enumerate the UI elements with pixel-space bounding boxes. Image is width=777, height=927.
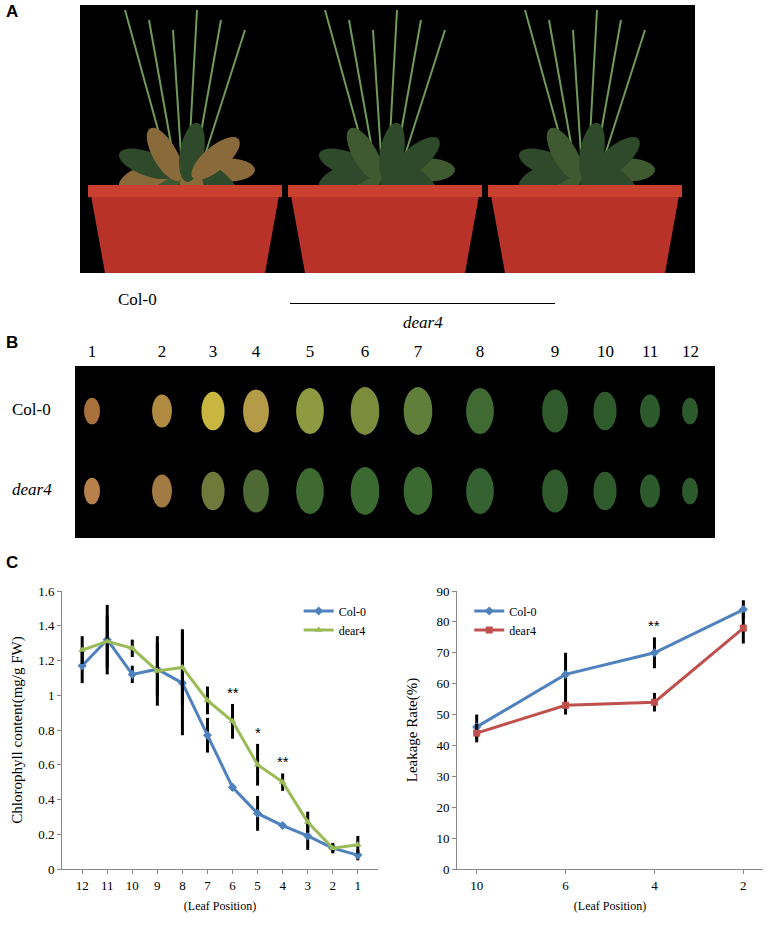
svg-text:3: 3 [304, 878, 311, 893]
svg-text:(Leaf Position): (Leaf Position) [184, 899, 256, 913]
svg-text:10: 10 [436, 831, 449, 846]
html-text:dear4: dear4 [12, 480, 52, 499]
svg-text:Leakage Rate(%): Leakage Rate(%) [404, 678, 421, 783]
html-text:5: 5 [305, 342, 315, 361]
svg-text:20: 20 [436, 800, 449, 815]
svg-text:50: 50 [436, 707, 449, 722]
html-text:6: 6 [360, 342, 370, 361]
svg-text:4: 4 [279, 878, 286, 893]
svg-text:**: ** [277, 753, 289, 770]
html-text:A: A [6, 2, 19, 21]
svg-text:10: 10 [470, 878, 483, 893]
html-text:4: 4 [251, 342, 261, 361]
svg-text:80: 80 [436, 614, 449, 629]
svg-text:9: 9 [154, 878, 161, 893]
svg-text:2: 2 [740, 878, 747, 893]
svg-text:Chlorophyll content(mg/g FW): Chlorophyll content(mg/g FW) [9, 636, 26, 823]
svg-text:0: 0 [443, 862, 450, 877]
svg-text:7: 7 [204, 878, 211, 893]
svg-text:*: * [255, 724, 261, 741]
html-text:9: 9 [550, 342, 560, 361]
svg-text:2: 2 [330, 878, 337, 893]
html-text:10: 10 [597, 342, 614, 361]
svg-text:0.4: 0.4 [38, 792, 55, 807]
svg-text:12: 12 [76, 878, 89, 893]
svg-text:dear4: dear4 [509, 624, 536, 638]
svg-text:**: ** [227, 684, 239, 701]
svg-text:0.6: 0.6 [38, 757, 55, 772]
svg-text:70: 70 [436, 645, 449, 660]
svg-text:0.2: 0.2 [38, 827, 54, 842]
svg-text:1: 1 [355, 878, 362, 893]
html-text:8: 8 [475, 342, 485, 361]
svg-text:6: 6 [229, 878, 236, 893]
svg-text:8: 8 [179, 878, 186, 893]
svg-text:10: 10 [126, 878, 139, 893]
svg-text:dear4: dear4 [339, 624, 366, 638]
svg-text:(Leaf Position): (Leaf Position) [574, 899, 646, 913]
html-text:dear4: dear4 [403, 313, 443, 332]
html-text:1: 1 [87, 342, 97, 361]
html-text:C: C [6, 553, 19, 572]
svg-text:0: 0 [48, 862, 55, 877]
html-text:11: 11 [642, 342, 659, 361]
svg-text:1.2: 1.2 [38, 653, 54, 668]
svg-text:40: 40 [436, 738, 449, 753]
svg-text:1.6: 1.6 [38, 584, 55, 599]
svg-text:1.4: 1.4 [38, 618, 55, 633]
svg-text:5: 5 [254, 878, 261, 893]
html-text:12: 12 [682, 342, 699, 361]
svg-text:1: 1 [48, 688, 55, 703]
svg-text:30: 30 [436, 769, 449, 784]
html-text:Col-0: Col-0 [12, 400, 51, 419]
html-text:3: 3 [208, 342, 218, 361]
svg-text:4: 4 [651, 878, 658, 893]
html-text:B: B [6, 333, 19, 352]
svg-text:Col-0: Col-0 [509, 605, 536, 619]
svg-text:60: 60 [436, 676, 449, 691]
svg-text:Col-0: Col-0 [339, 605, 366, 619]
html-text:7: 7 [413, 342, 423, 361]
svg-text:6: 6 [562, 878, 569, 893]
svg-text:**: ** [648, 617, 660, 634]
html-text:2: 2 [157, 342, 167, 361]
svg-text:11: 11 [101, 878, 114, 893]
svg-text:90: 90 [436, 584, 449, 599]
html-text:Col-0: Col-0 [118, 290, 157, 309]
svg-text:0.8: 0.8 [38, 723, 54, 738]
